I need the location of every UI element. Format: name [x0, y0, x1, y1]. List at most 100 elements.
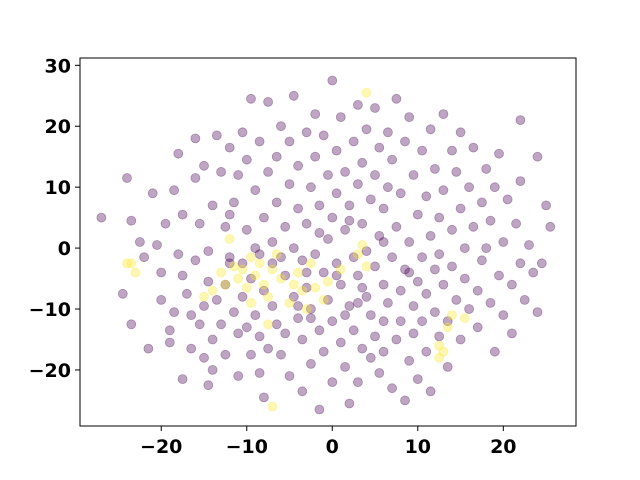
data-point — [305, 182, 316, 193]
data-point — [481, 163, 492, 174]
data-point — [412, 276, 423, 287]
y-axis: −20 −10 0 10 20 30 — [29, 55, 80, 382]
data-point — [271, 151, 282, 162]
data-point — [241, 154, 252, 165]
data-point — [352, 377, 363, 388]
data-point — [331, 188, 342, 199]
data-point — [382, 182, 393, 193]
data-point — [199, 291, 209, 302]
data-point — [254, 258, 265, 269]
data-point — [216, 166, 227, 177]
data-point — [344, 200, 355, 211]
data-point — [186, 310, 197, 321]
data-point — [160, 218, 171, 229]
data-point — [357, 218, 368, 229]
data-point — [211, 130, 222, 141]
data-point — [177, 374, 188, 385]
y-tick-label: 20 — [45, 116, 71, 138]
data-point — [434, 331, 445, 342]
data-point — [481, 243, 492, 254]
data-point — [96, 212, 107, 223]
data-point — [224, 209, 235, 220]
data-point — [246, 297, 256, 308]
data-point — [374, 230, 385, 241]
data-point — [318, 346, 329, 357]
data-point — [515, 176, 526, 187]
data-point — [139, 252, 150, 263]
data-point — [199, 301, 209, 311]
data-point — [280, 328, 291, 339]
data-point — [305, 304, 316, 314]
data-point — [468, 142, 479, 153]
data-point — [314, 404, 325, 415]
data-point — [117, 288, 128, 299]
data-point — [164, 325, 175, 336]
data-point — [532, 307, 543, 318]
data-point — [310, 109, 321, 119]
data-point — [126, 215, 137, 226]
data-point — [237, 264, 248, 275]
data-point — [331, 145, 342, 156]
data-point — [357, 240, 368, 250]
data-point — [532, 151, 543, 162]
data-point — [335, 112, 346, 122]
data-point — [293, 160, 304, 171]
points-layer — [96, 75, 556, 415]
data-point — [190, 133, 201, 144]
data-point — [374, 368, 385, 378]
data-point — [156, 267, 167, 278]
data-point — [455, 334, 466, 345]
data-point — [233, 273, 244, 284]
data-point — [254, 136, 265, 147]
data-point — [297, 255, 308, 266]
data-point — [400, 395, 410, 406]
data-point — [447, 224, 457, 235]
data-point — [408, 301, 419, 311]
y-tick-label: 30 — [45, 55, 71, 77]
data-point — [250, 243, 261, 254]
data-point — [412, 209, 423, 220]
data-point — [387, 154, 398, 165]
data-point — [246, 273, 256, 284]
data-point — [438, 109, 449, 119]
data-point — [301, 282, 312, 293]
plot-frame — [79, 57, 577, 427]
data-point — [152, 240, 162, 250]
data-point — [365, 352, 376, 363]
data-point — [472, 285, 483, 296]
data-point — [147, 188, 158, 199]
data-point — [207, 334, 218, 345]
data-point — [169, 185, 180, 196]
data-point — [425, 124, 436, 135]
data-point — [254, 331, 265, 342]
data-point — [297, 285, 308, 296]
data-point — [374, 142, 385, 153]
y-tick-label: −20 — [29, 360, 71, 382]
data-point — [408, 328, 419, 339]
data-point — [344, 215, 355, 226]
data-point — [331, 258, 342, 269]
data-point — [173, 249, 184, 260]
data-point — [301, 218, 312, 229]
data-point — [293, 203, 304, 214]
data-point — [237, 127, 248, 138]
data-point — [361, 124, 372, 135]
data-point — [284, 297, 295, 308]
data-point — [352, 100, 363, 110]
y-tick-label: −10 — [29, 299, 71, 321]
data-point — [425, 230, 436, 241]
data-point — [267, 258, 278, 269]
data-point — [365, 194, 376, 205]
data-point — [233, 328, 244, 339]
data-point — [323, 234, 333, 244]
data-point — [301, 127, 312, 138]
data-point — [352, 179, 363, 190]
data-point — [271, 249, 282, 260]
data-point — [404, 237, 415, 247]
data-point — [301, 304, 312, 314]
data-point — [220, 279, 231, 290]
data-point — [314, 325, 325, 336]
data-point — [297, 334, 308, 345]
data-point — [395, 188, 406, 199]
